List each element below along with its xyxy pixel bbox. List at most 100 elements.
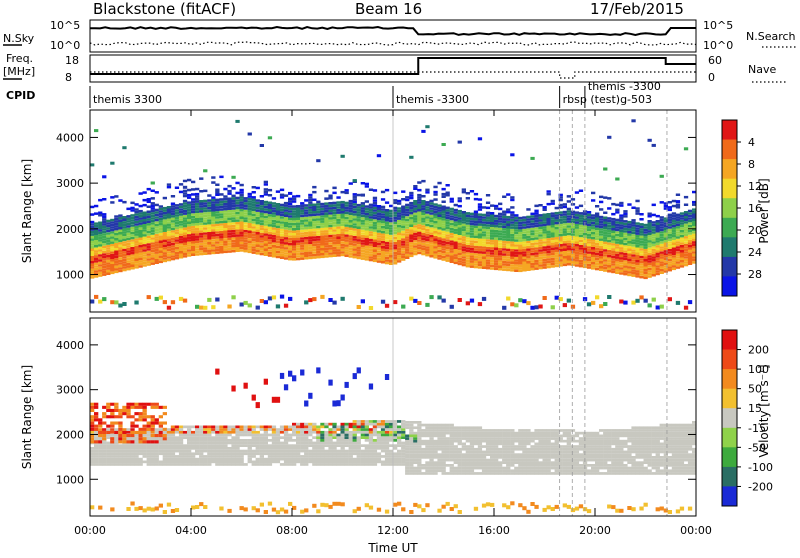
power-cell bbox=[615, 233, 620, 237]
velocity-cell bbox=[324, 449, 329, 453]
power-cell bbox=[146, 248, 151, 251]
power-cell bbox=[546, 263, 551, 266]
power-cell bbox=[397, 240, 402, 243]
power-cell bbox=[401, 230, 406, 234]
power-cell bbox=[413, 252, 418, 256]
power-cell bbox=[332, 249, 337, 252]
velocity-cell bbox=[296, 447, 301, 450]
power-cell bbox=[591, 247, 596, 250]
power-cell bbox=[530, 237, 535, 241]
power-cell bbox=[243, 224, 248, 228]
power-cell bbox=[187, 244, 192, 247]
power-cell bbox=[433, 185, 438, 189]
power-cell bbox=[219, 223, 224, 226]
power-cell bbox=[481, 248, 487, 252]
power-cell bbox=[554, 206, 559, 210]
power-cell bbox=[336, 201, 341, 204]
power-cell bbox=[94, 237, 99, 240]
velocity-cell bbox=[138, 418, 143, 422]
power-cell bbox=[271, 234, 277, 238]
power-cell bbox=[477, 223, 483, 226]
power-cell bbox=[271, 227, 277, 230]
power-cell bbox=[166, 251, 172, 254]
power-cell bbox=[393, 236, 398, 240]
velocity-cell bbox=[98, 447, 103, 450]
power-cell bbox=[639, 270, 644, 274]
power-cell bbox=[510, 198, 515, 202]
power-cell bbox=[211, 219, 216, 222]
power-cell bbox=[522, 228, 527, 232]
velocity-cell bbox=[356, 506, 361, 511]
power-cell bbox=[651, 271, 656, 274]
power-cell bbox=[615, 248, 620, 252]
velocity-cell bbox=[316, 430, 321, 434]
power-cell bbox=[118, 224, 123, 227]
power-cell bbox=[675, 206, 681, 209]
power-cell bbox=[219, 205, 224, 209]
power-cell bbox=[635, 250, 640, 253]
velocity-cell bbox=[150, 418, 155, 422]
velocity-cell bbox=[170, 425, 176, 429]
power-cell bbox=[667, 268, 672, 272]
power-cell bbox=[352, 223, 357, 226]
velocity-cell bbox=[263, 457, 268, 461]
velocity-cell bbox=[174, 439, 180, 442]
noise-left-tick-low: 10^0 bbox=[50, 39, 80, 52]
power-cell bbox=[389, 239, 394, 243]
velocity-cell bbox=[130, 428, 135, 431]
power-cell bbox=[215, 218, 220, 222]
power-cell bbox=[191, 208, 196, 211]
power-cell bbox=[607, 229, 612, 233]
power-cell bbox=[603, 269, 608, 272]
power-cell bbox=[98, 254, 103, 257]
velocity-cell bbox=[267, 463, 273, 466]
velocity-cell bbox=[255, 444, 260, 447]
power-cell bbox=[526, 240, 531, 244]
power-cell bbox=[203, 239, 208, 243]
power-cell bbox=[546, 265, 551, 269]
power-cell bbox=[393, 254, 398, 257]
power-cell bbox=[118, 237, 123, 240]
power-cell bbox=[380, 238, 386, 241]
power-cell bbox=[498, 237, 503, 241]
power-cell bbox=[425, 248, 430, 252]
power-cell bbox=[118, 247, 123, 250]
velocity-cell bbox=[130, 424, 135, 428]
velocity-cell bbox=[90, 455, 95, 458]
power-cell bbox=[413, 185, 418, 188]
velocity-cell bbox=[158, 434, 163, 438]
power-cell bbox=[522, 238, 527, 242]
power-cell bbox=[619, 247, 624, 250]
power-cell bbox=[586, 221, 592, 224]
power-cell bbox=[259, 195, 264, 198]
power-cell bbox=[401, 258, 406, 261]
power-cell bbox=[692, 218, 697, 221]
velocity-cell bbox=[300, 430, 305, 434]
power-cell bbox=[494, 247, 499, 250]
power-cell bbox=[603, 224, 608, 227]
power-cell bbox=[227, 230, 232, 233]
power-cell bbox=[114, 263, 119, 266]
power-cell bbox=[283, 252, 289, 255]
power-cell bbox=[267, 239, 273, 242]
power-cell bbox=[336, 206, 341, 209]
power-cell bbox=[174, 204, 180, 207]
power-cell bbox=[627, 220, 632, 224]
velocity-cell bbox=[340, 430, 345, 434]
velocity-cell bbox=[292, 455, 297, 458]
power-cell bbox=[271, 204, 277, 208]
power-cell bbox=[599, 223, 604, 226]
power-cell bbox=[655, 260, 660, 263]
velocity-cell bbox=[292, 433, 297, 437]
power-cell bbox=[485, 249, 491, 252]
power-cell bbox=[110, 161, 115, 165]
velocity-cell bbox=[150, 507, 155, 512]
velocity-cell bbox=[352, 457, 357, 461]
velocity-cell bbox=[328, 447, 333, 450]
power-cell bbox=[627, 243, 632, 246]
power-cell bbox=[433, 210, 438, 214]
power-cell bbox=[687, 257, 693, 260]
power-cell bbox=[247, 240, 252, 244]
velocity-cell bbox=[130, 447, 135, 450]
power-cell bbox=[445, 259, 450, 262]
